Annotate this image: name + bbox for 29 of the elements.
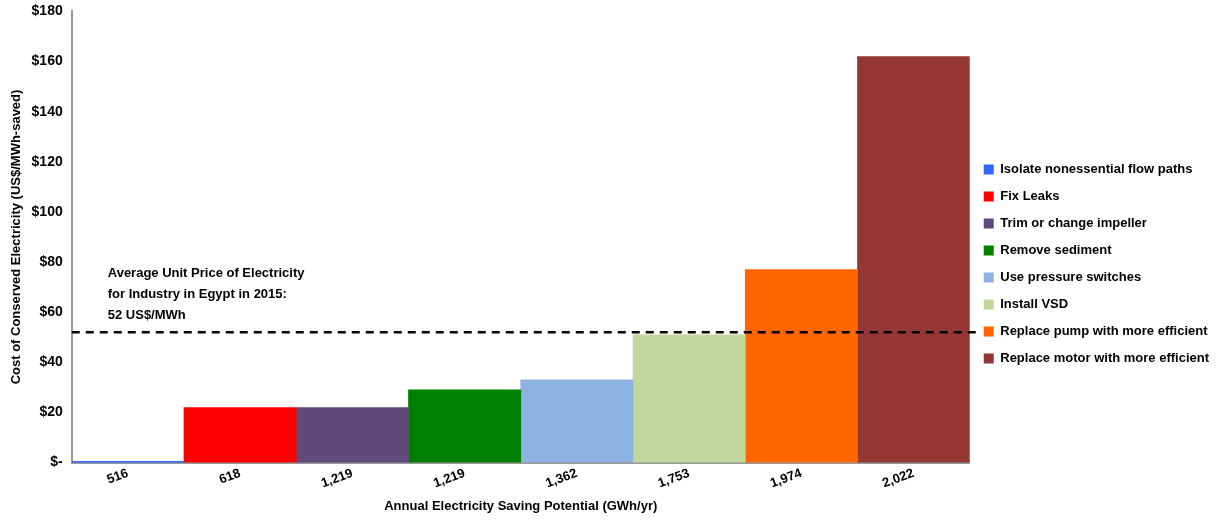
y-tick-label: $120 bbox=[31, 152, 63, 169]
y-tick-label: $80 bbox=[39, 252, 63, 269]
legend-label: Fix Leaks bbox=[1000, 188, 1060, 204]
y-tick-label: $100 bbox=[31, 202, 63, 219]
y-tick-label: $20 bbox=[39, 403, 63, 420]
x-tick-label: 2,022 bbox=[880, 465, 916, 491]
x-tick-label: 516 bbox=[104, 465, 131, 487]
y-axis-title: Cost of Conserved Electricity (US$/MWh-saved) bbox=[8, 89, 24, 385]
legend-label: Install VSD bbox=[1000, 296, 1069, 312]
y-tick-label: $40 bbox=[39, 353, 63, 370]
legend-label: Replace pump with more efficient bbox=[1000, 323, 1209, 339]
legend-label: Remove sediment bbox=[1000, 242, 1113, 258]
x-tick-label: 1,362 bbox=[543, 465, 580, 491]
y-tick-label: $180 bbox=[31, 2, 63, 19]
legend-label: Use pressure switches bbox=[1000, 269, 1142, 285]
x-tick-label: 1,219 bbox=[318, 465, 355, 491]
x-tick-label: 1,753 bbox=[655, 465, 692, 491]
legend-label: Replace motor with more efficient bbox=[1000, 350, 1210, 366]
x-tick-label: 1,974 bbox=[767, 464, 805, 491]
x-tick-label: 1,219 bbox=[431, 465, 467, 491]
y-tick-label: $60 bbox=[39, 303, 63, 320]
x-tick-label: 618 bbox=[216, 465, 243, 487]
legend-label: Isolate nonessential flow paths bbox=[1000, 161, 1193, 177]
x-axis-title: Annual Electricity Saving Potential (GWh/yr) bbox=[384, 497, 658, 513]
legend-label: Trim or change impeller bbox=[1000, 215, 1147, 231]
y-tick-label: $160 bbox=[31, 52, 63, 69]
ref-line-label: Average Unit Price of Electricity for Industry in Egypt in 2015: 52 US$/MWh bbox=[107, 265, 306, 323]
y-tick-label: $140 bbox=[31, 102, 63, 119]
y-tick-label: $- bbox=[50, 453, 64, 470]
